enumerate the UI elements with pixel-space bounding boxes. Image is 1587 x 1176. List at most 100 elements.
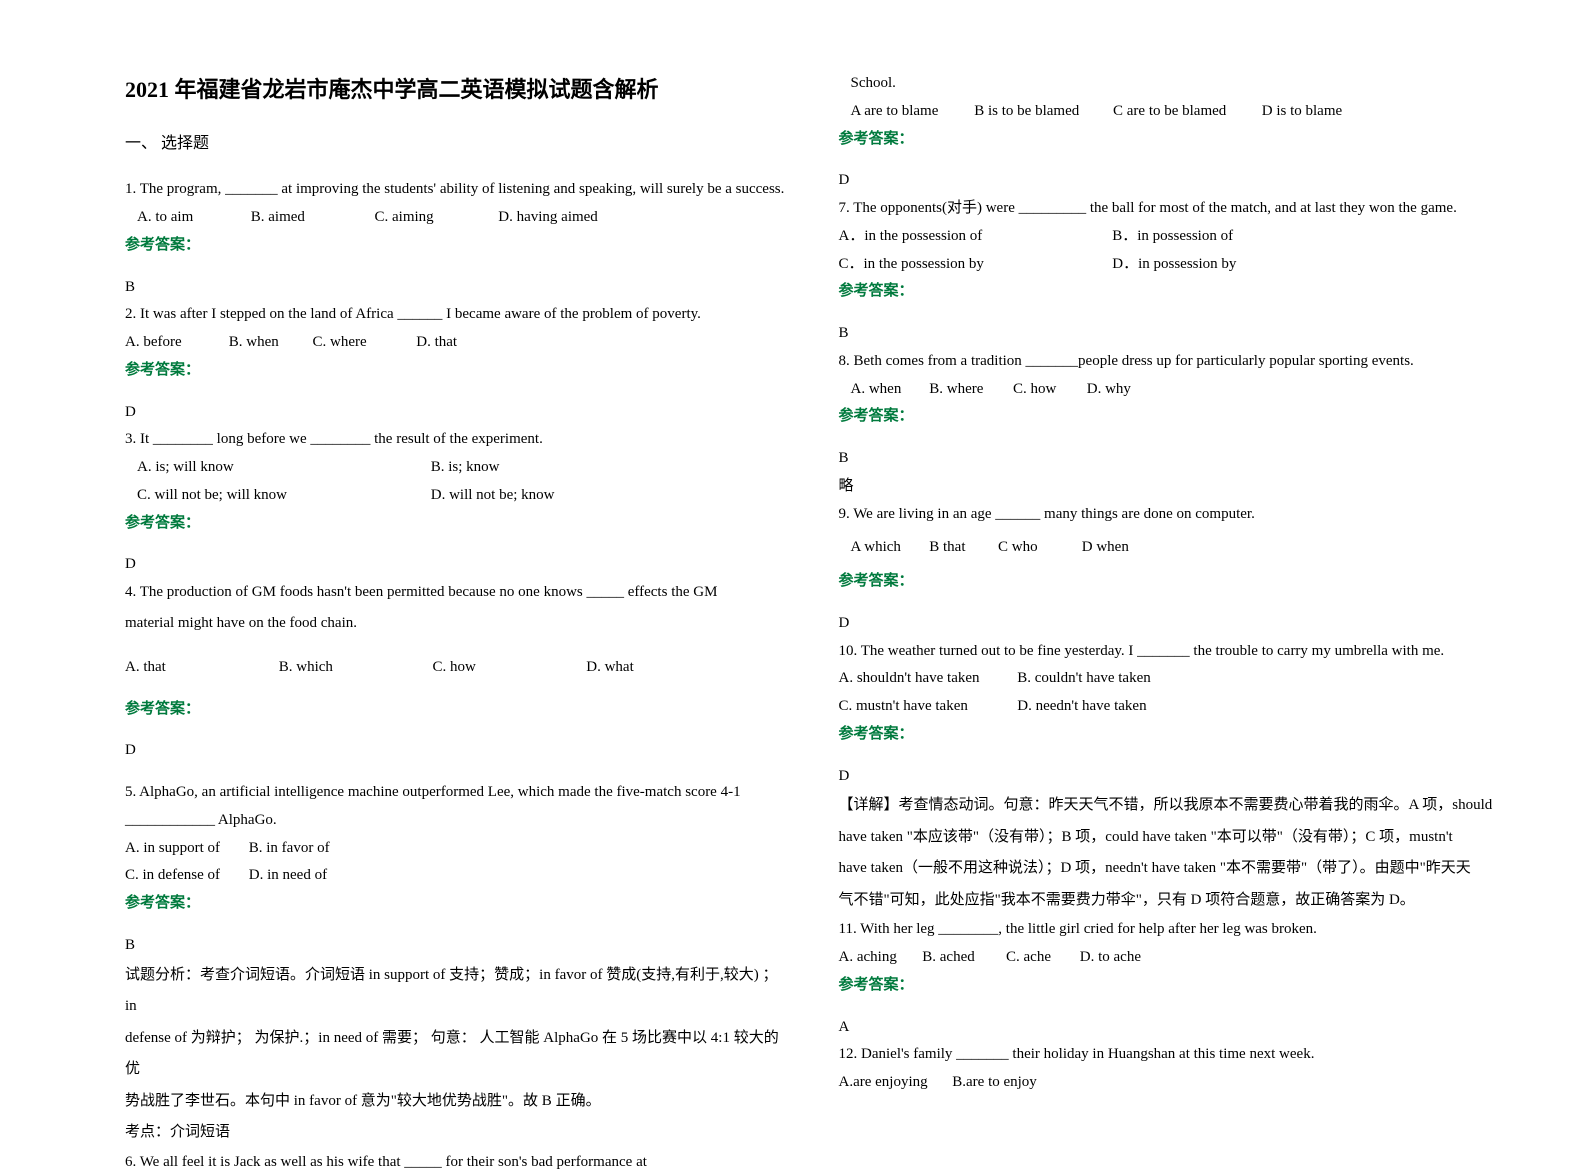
page-container: 2021 年福建省龙岩市庵杰中学高二英语模拟试题含解析 一、 选择题 1. Th…: [0, 0, 1587, 1122]
q10-opt-d: D. needn't have taken: [1017, 698, 1146, 714]
q5-stem2: ____________ AlphaGo.: [125, 807, 789, 835]
q6-answer-label: 参考答案：: [839, 126, 1503, 154]
q4-opt-c: C. how: [433, 654, 583, 682]
q3-opt-c: C. will not be; will know: [137, 482, 427, 510]
q3-options-row2: C. will not be; will know D. will not be…: [125, 482, 789, 510]
q6-stem2: School.: [839, 70, 1503, 98]
left-column: 2021 年福建省龙岩市庵杰中学高二英语模拟试题含解析 一、 选择题 1. Th…: [100, 70, 814, 1082]
q5-opt-a: A. in support of: [125, 835, 245, 863]
q6-opt-d: D is to blame: [1262, 103, 1342, 119]
q6-opt-a: A are to blame: [851, 98, 971, 126]
q3-opt-a: A. is; will know: [137, 454, 427, 482]
q10-opt-c: C. mustn't have taken: [839, 693, 1014, 721]
q8-answer: B: [839, 445, 1503, 473]
q1-stem: 1. The program, _______ at improving the…: [125, 176, 789, 204]
q4-stem1: 4. The production of GM foods hasn't bee…: [125, 579, 789, 607]
q10-exp3: have taken（一般不用这种说法）；D 项，needn't have ta…: [839, 853, 1503, 885]
q2-opt-d: D. that: [416, 329, 566, 357]
q1-answer: B: [125, 274, 789, 302]
q4-opt-d: D. what: [586, 654, 736, 682]
q1-opt-d: D. having aimed: [498, 204, 648, 232]
q8-options: A. when B. where C. how D. why: [839, 376, 1503, 404]
q12-opt-b: B.are to enjoy: [952, 1074, 1037, 1090]
q2-opt-b: B. when: [229, 329, 309, 357]
q10-answer: D: [839, 763, 1503, 791]
q2-options: A. before B. when C. where D. that: [125, 329, 789, 357]
q10-opt-a: A. shouldn't have taken: [839, 665, 1014, 693]
doc-title: 2021 年福建省龙岩市庵杰中学高二英语模拟试题含解析: [125, 70, 789, 111]
q5-exp1: 试题分析：考查介词短语。介词短语 in support of 支持；赞成；in …: [125, 960, 789, 1023]
q9-stem: 9. We are living in an age ______ many t…: [839, 501, 1503, 529]
q5-answer: B: [125, 932, 789, 960]
q6-opt-b: B is to be blamed: [974, 98, 1109, 126]
q3-opt-b: B. is; know: [431, 459, 500, 475]
q8-opt-d: D. why: [1087, 381, 1131, 397]
q3-answer: D: [125, 551, 789, 579]
q8-stem: 8. Beth comes from a tradition _______pe…: [839, 348, 1503, 376]
q11-opt-a: A. aching: [839, 944, 919, 972]
q6-stem1: 6. We all feel it is Jack as well as his…: [125, 1149, 789, 1176]
q2-answer-label: 参考答案：: [125, 357, 789, 385]
q11-opt-d: D. to ache: [1080, 949, 1141, 965]
q4-options: A. that B. which C. how D. what: [125, 654, 789, 682]
q12-stem: 12. Daniel's family _______ their holida…: [839, 1041, 1503, 1069]
q7-stem: 7. The opponents(对手) were _________ the …: [839, 195, 1503, 223]
q1-opt-a: A. to aim: [137, 204, 247, 232]
q5-exp3: 势战胜了李世石。本句中 in favor of 意为"较大地优势战胜"。故 B …: [125, 1086, 789, 1118]
q11-opt-b: B. ached: [922, 944, 1002, 972]
q12-options: A.are enjoying B.are to enjoy: [839, 1069, 1503, 1097]
q10-options-row2: C. mustn't have taken D. needn't have ta…: [839, 693, 1503, 721]
section-heading: 一、 选择题: [125, 129, 789, 159]
q1-opt-c: C. aiming: [375, 204, 495, 232]
q7-opt-d: D．in possession by: [1112, 256, 1236, 272]
q6-options: A are to blame B is to be blamed C are t…: [839, 98, 1503, 126]
q2-answer: D: [125, 399, 789, 427]
q9-opt-b: B that: [929, 534, 994, 562]
q3-stem: 3. It ________ long before we ________ t…: [125, 426, 789, 454]
q4-opt-a: A. that: [125, 654, 275, 682]
q9-opt-d: D when: [1082, 539, 1129, 555]
q11-answer-label: 参考答案：: [839, 972, 1503, 1000]
q9-opt-a: A which: [851, 534, 926, 562]
q3-options-row1: A. is; will know B. is; know: [125, 454, 789, 482]
q7-answer: B: [839, 320, 1503, 348]
q7-answer-label: 参考答案：: [839, 278, 1503, 306]
q12-opt-a: A.are enjoying: [839, 1069, 949, 1097]
q7-options-row2: C．in the possession by D．in possession b…: [839, 251, 1503, 279]
q9-options: A which B that C who D when: [839, 534, 1503, 562]
q10-exp4: 气不错"可知，此处应指"我本不需要费力带伞"，只有 D 项符合题意，故正确答案为…: [839, 885, 1503, 917]
q9-opt-c: C who: [998, 534, 1078, 562]
right-column: School. A are to blame B is to be blamed…: [814, 70, 1528, 1082]
q5-options-row1: A. in support of B. in favor of: [125, 835, 789, 863]
q10-answer-label: 参考答案：: [839, 721, 1503, 749]
q8-opt-a: A. when: [851, 376, 926, 404]
q2-opt-c: C. where: [313, 329, 413, 357]
q10-exp2: have taken "本应该带"（没有带）；B 项，could have ta…: [839, 822, 1503, 854]
q1-options: A. to aim B. aimed C. aiming D. having a…: [125, 204, 789, 232]
q7-options-row1: A．in the possession of B．in possession o…: [839, 223, 1503, 251]
q6-answer: D: [839, 167, 1503, 195]
q8-opt-c: C. how: [1013, 376, 1083, 404]
q7-opt-a: A．in the possession of: [839, 223, 1109, 251]
q4-answer: D: [125, 737, 789, 765]
q5-options-row2: C. in defense of D. in need of: [125, 862, 789, 890]
q5-exp2: defense of 为辩护； 为保护.；in need of 需要； 句意： …: [125, 1023, 789, 1086]
q1-opt-b: B. aimed: [251, 204, 371, 232]
q7-opt-b: B．in possession of: [1112, 228, 1233, 244]
q10-exp1: 【详解】考查情态动词。句意：昨天天气不错，所以我原本不需要费心带着我的雨伞。A …: [839, 790, 1503, 822]
q5-opt-c: C. in defense of: [125, 862, 245, 890]
q5-opt-b: B. in favor of: [249, 840, 330, 856]
q11-answer: A: [839, 1014, 1503, 1042]
q11-opt-c: C. ache: [1006, 944, 1076, 972]
q8-answer-label: 参考答案：: [839, 403, 1503, 431]
q2-opt-a: A. before: [125, 329, 225, 357]
q11-stem: 11. With her leg ________, the little gi…: [839, 916, 1503, 944]
q2-stem: 2. It was after I stepped on the land of…: [125, 301, 789, 329]
q3-answer-label: 参考答案：: [125, 510, 789, 538]
q11-options: A. aching B. ached C. ache D. to ache: [839, 944, 1503, 972]
q5-answer-label: 参考答案：: [125, 890, 789, 918]
q5-stem1: 5. AlphaGo, an artificial intelligence m…: [125, 779, 789, 807]
q4-answer-label: 参考答案：: [125, 696, 789, 724]
q10-opt-b: B. couldn't have taken: [1017, 670, 1151, 686]
q10-options-row1: A. shouldn't have taken B. couldn't have…: [839, 665, 1503, 693]
